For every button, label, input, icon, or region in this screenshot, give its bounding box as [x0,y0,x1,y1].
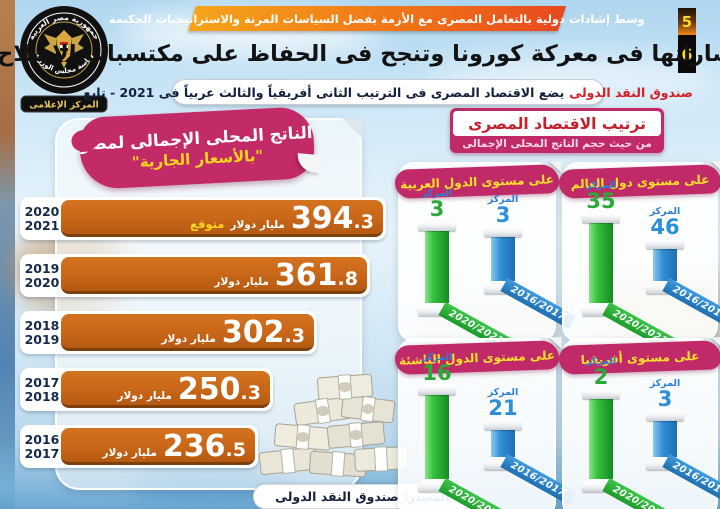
page-number-6: 6 [678,35,696,73]
rank-label: المركز [585,356,617,367]
gdp-unit: مليار دولار [230,219,285,231]
subtitle-rest: يضع الاقتصاد المصرى فى الترتيب الثانى أف… [83,84,565,100]
logo-banner-text: المركز الإعلامى [29,101,99,111]
rank-old-value: 3 [657,387,673,411]
background-photo-strip [0,0,15,509]
rank-card-emerging: على مستوى الدول الناشئة المركز 16 المركز… [394,338,576,509]
gdp-year-label: 2016 2017 [24,431,60,461]
ribbon-text: وسط إشادات دولية بالتعامل المصرى مع الأز… [109,11,645,26]
gdp-value: 236 [162,429,226,464]
logo-top-text: جمهورية مصر العربية [27,13,102,41]
gdp-year-label: 2017 2018 [24,374,60,404]
gdp-unit: مليار دولار [117,390,172,402]
rank-label: المركز [487,387,519,398]
ranking-subtitle: من حيث حجم الناتج المحلى الإجمالى [462,138,652,150]
rank-old-value: 21 [488,396,518,420]
ranking-header: ترتيب الاقتصاد المصرى من حيث حجم الناتج … [450,108,664,153]
rank-card-arab: على مستوى الدول العربية المركز 3 المركز … [394,162,576,353]
rank-new-value: 3 [429,197,445,221]
rank-label: المركز [487,194,519,205]
svg-text:جمهورية مصر العربية: جمهورية مصر العربية [27,13,102,41]
subtitle-highlight: صندوق النقد الدولى [569,84,693,100]
page-title: مصر تواصل انتصاراتها فى معركة كورونا وتن… [0,36,720,72]
gdp-year-label: 2020 2021 [24,203,60,233]
gdp-bar: 394.3 مليار دولار متوقع [61,200,383,237]
gdp-year-label: 2019 2020 [24,260,60,290]
money-stacks-icon [258,373,408,478]
rank-new-value: 16 [422,361,452,385]
gdp-bar: 250.3 مليار دولار [61,371,270,408]
title-rest: تواصل انتصاراتها فى معركة كورونا وتنجح ف… [0,41,720,67]
ribbon-year-new: 2020/2021 [438,477,514,509]
ranking-title: ترتيب الاقتصاد المصرى [468,114,646,133]
rank-label: المركز [585,180,617,191]
gdp-bar-row: 2019 2020 361.8 مليار دولار [20,254,370,297]
rank-old-value: 46 [650,215,680,239]
page-number-5: 5 [678,8,696,35]
rank-new-value: 2 [593,365,609,389]
subtitle-pill: صندوق النقد الدولى يضع الاقتصاد المصرى ف… [83,79,693,105]
gdp-bar: 302.3 مليار دولار [61,314,314,351]
gdp-bar-row: 2016 2017 236.5 مليار دولار [20,425,258,468]
gdp-value: 302 [221,315,285,350]
rank-card-world: على مستوى دول العالم المركز 35 المركز 46… [558,162,720,353]
gdp-year-label: 2018 2019 [24,317,60,347]
top-ribbon-banner: وسط إشادات دولية بالتعامل المصرى مع الأز… [109,6,645,31]
rank-label: المركز [421,352,453,363]
rank-new-value: 35 [586,189,616,213]
ribbon-year-old: 2016/2017 [662,453,720,505]
rank-old-value: 3 [495,203,511,227]
rank-card-africa: على مستوى أفريقيا المركز 2 المركز 3 2020… [558,338,720,509]
gdp-unit: مليار دولار [214,276,269,288]
rank-label: المركز [421,188,453,199]
gdp-value: 361 [274,258,338,293]
rank-label: المركز [649,206,681,217]
ribbon-year-old: 2016/2017 [662,277,720,329]
gdp-title-banner: الناتج المحلى الإجمالى لمصر "بالأسعار ال… [78,105,316,191]
source-value: صندوق النقد الدولى [275,489,399,504]
gdp-bar-row: 2017 2018 250.3 مليار دولار [20,368,273,411]
gdp-expected-label: متوقع [190,217,225,231]
gdp-bar: 361.8 مليار دولار [61,257,367,294]
gdp-value: 250 [177,372,241,407]
gdp-value: 394 [290,201,354,236]
gdp-bar: 236.5 مليار دولار [61,428,255,465]
gdp-unit: مليار دولار [161,333,216,345]
gdp-unit: مليار دولار [102,447,157,459]
gdp-bar-row: 2018 2019 302.3 مليار دولار [20,311,317,354]
ribbon-year-new: 2020/2021 [602,477,678,509]
gdp-bar-row: 2020 2021 394.3 مليار دولار متوقع [20,197,386,240]
rank-label: المركز [649,378,681,389]
svg-text:المركز الإعلامى: المركز الإعلامى [29,101,99,111]
